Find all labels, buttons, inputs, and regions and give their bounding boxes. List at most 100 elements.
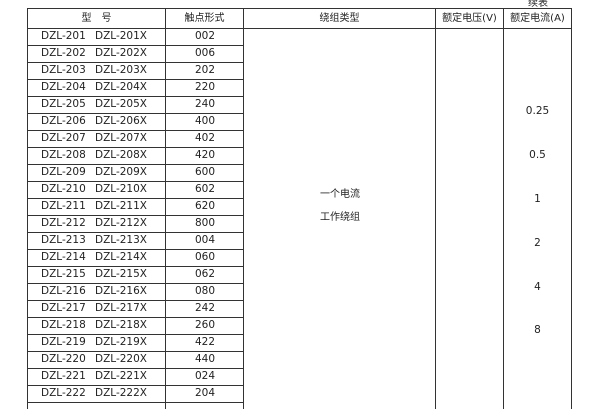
model-number-x: DZL-204X [95, 81, 147, 93]
model-number-x: DZL-221X [95, 370, 147, 382]
model-number: DZL-214 [41, 251, 86, 263]
model-number: DZL-208 [41, 149, 86, 161]
model-number: DZL-222 [41, 387, 86, 399]
model-number-x: DZL-212X [95, 217, 147, 229]
contact-form: 204 [194, 387, 216, 399]
col-divider [165, 9, 166, 409]
model-number: DZL-218 [41, 319, 86, 331]
table-row: DZL-207 DZL-207X 402 [28, 130, 244, 147]
rated-current-value: 2 [534, 237, 541, 249]
model-number: DZL-221 [41, 370, 86, 382]
model-number: DZL-203 [41, 64, 86, 76]
model-number-x: DZL-219X [95, 336, 147, 348]
model-number-x: DZL-205X [95, 98, 147, 110]
contact-form: 006 [194, 47, 216, 59]
model-number-x: DZL-216X [95, 285, 147, 297]
contact-form: 080 [194, 285, 216, 297]
row-divider [28, 368, 244, 369]
contact-form: 260 [194, 319, 216, 331]
row-divider [28, 147, 244, 148]
table-row: DZL-212 DZL-212X 800 [28, 215, 244, 232]
contact-form: 002 [194, 30, 216, 42]
contact-form: 062 [194, 268, 216, 280]
model-number: DZL-204 [41, 81, 86, 93]
rated-current-value: 1 [534, 193, 541, 205]
rated-current-value: 8 [534, 324, 541, 336]
header-winding-type: 绕组类型 [319, 13, 360, 24]
row-divider [28, 300, 244, 301]
table-row: DZL-221 DZL-221X 024 [28, 368, 244, 385]
table-row: DZL-213 DZL-213X 004 [28, 232, 244, 249]
contact-form: 240 [194, 98, 216, 110]
model-number-x: DZL-203X [95, 64, 147, 76]
continued-label: 续表 [528, 0, 548, 9]
row-divider [28, 62, 244, 63]
model-number: DZL-211 [41, 200, 86, 212]
header-rated-voltage: 额定电压(V) [442, 13, 497, 24]
table-row: DZL-214 DZL-214X 060 [28, 249, 244, 266]
model-number-x: DZL-220X [95, 353, 147, 365]
header-contact-form: 触点形式 [184, 13, 225, 24]
model-number-x: DZL-211X [95, 200, 147, 212]
model-number: DZL-217 [41, 302, 86, 314]
model-number-x: DZL-213X [95, 234, 147, 246]
table-row: DZL-216 DZL-216X 080 [28, 283, 244, 300]
contact-form: 800 [194, 217, 216, 229]
col-divider [243, 9, 244, 409]
table-row: DZL-209 DZL-209X 600 [28, 164, 244, 181]
table-row: DZL-206 DZL-206X 400 [28, 113, 244, 130]
contact-form: 400 [194, 115, 216, 127]
model-number-x: DZL-217X [95, 302, 147, 314]
model-number: DZL-212 [41, 217, 86, 229]
table-row: DZL-211 DZL-211X 620 [28, 198, 244, 215]
model-number: DZL-216 [41, 285, 86, 297]
col-divider [571, 9, 572, 409]
contact-form: 600 [194, 166, 216, 178]
header-divider [28, 28, 572, 29]
model-number: DZL-209 [41, 166, 86, 178]
model-number-x: DZL-202X [95, 47, 147, 59]
model-number-x: DZL-214X [95, 251, 147, 263]
row-divider [28, 266, 244, 267]
contact-form: 440 [194, 353, 216, 365]
contact-form: 620 [194, 200, 216, 212]
header-model: 型 号 [81, 13, 112, 24]
contact-form: 004 [194, 234, 216, 246]
table-row: DZL-222 DZL-222X 204 [28, 385, 244, 402]
model-number: DZL-207 [41, 132, 86, 144]
contact-form: 220 [194, 81, 216, 93]
contact-form: 024 [194, 370, 216, 382]
row-divider [28, 385, 244, 386]
rated-current-value: 0.5 [529, 149, 546, 161]
table-row: DZL-208 DZL-208X 420 [28, 147, 244, 164]
model-number-x: DZL-210X [95, 183, 147, 195]
table-row: DZL-203 DZL-203X 202 [28, 62, 244, 79]
header-rated-current: 额定电流(A) [510, 13, 565, 24]
model-number: DZL-219 [41, 336, 86, 348]
model-number-x: DZL-206X [95, 115, 147, 127]
row-divider [28, 402, 244, 403]
model-number-x: DZL-207X [95, 132, 147, 144]
model-number-x: DZL-222X [95, 387, 147, 399]
winding-type-line2: 工作绕组 [320, 212, 360, 223]
model-number-x: DZL-218X [95, 319, 147, 331]
model-number: DZL-206 [41, 115, 86, 127]
model-number-x: DZL-209X [95, 166, 147, 178]
model-number: DZL-215 [41, 268, 86, 280]
model-number: DZL-210 [41, 183, 86, 195]
row-divider [28, 317, 244, 318]
col-divider [503, 9, 504, 409]
model-number: DZL-213 [41, 234, 86, 246]
row-divider [28, 181, 244, 182]
contact-form: 422 [194, 336, 216, 348]
row-divider [28, 232, 244, 233]
row-divider [28, 130, 244, 131]
table-row: DZL-220 DZL-220X 440 [28, 351, 244, 368]
model-number: DZL-201 [41, 30, 86, 42]
relay-spec-table: 型 号 触点形式 绕组类型 额定电压(V) 额定电流(A) 一个电流 工作绕组 … [27, 8, 572, 409]
row-divider [28, 334, 244, 335]
table-row: DZL-215 DZL-215X 062 [28, 266, 244, 283]
row-divider [28, 249, 244, 250]
winding-type-line1: 一个电流 [320, 189, 360, 200]
model-number: DZL-220 [41, 353, 86, 365]
